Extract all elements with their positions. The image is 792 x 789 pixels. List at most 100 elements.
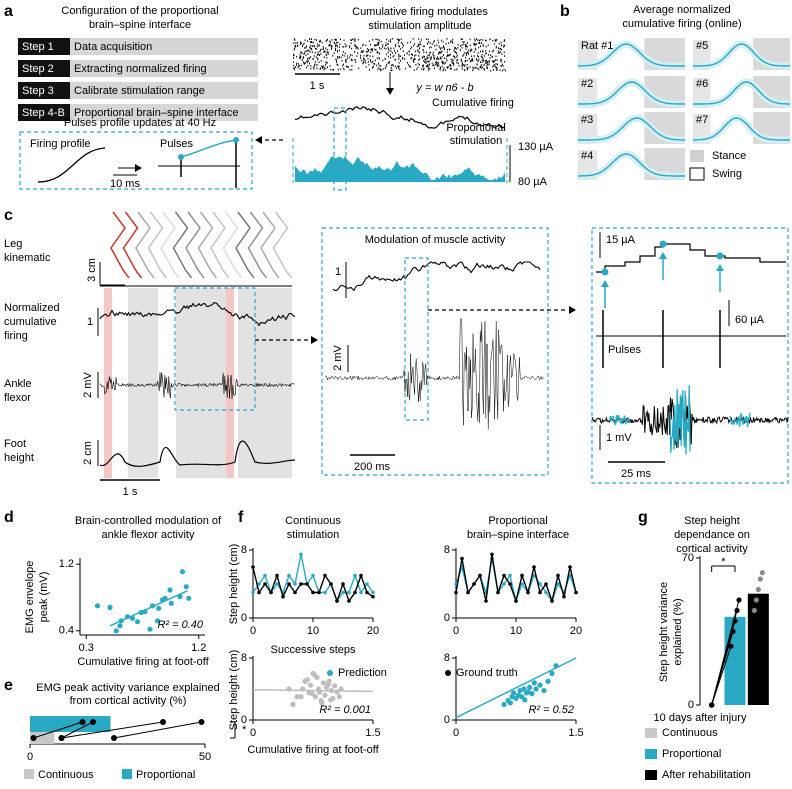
spike [435,48,437,51]
spike [418,38,420,40]
mean-trace [578,81,685,105]
spike [493,69,494,71]
point [304,677,310,683]
point [149,603,156,609]
spike [481,66,483,69]
spike [499,69,501,72]
spike [385,44,387,47]
point [113,628,119,634]
spike [420,43,422,46]
spike [417,45,419,47]
spike [478,39,480,42]
spike [498,42,500,45]
spike [382,44,384,46]
point [269,590,273,595]
point [359,573,363,578]
spike [482,59,484,62]
spike [322,65,324,67]
spike [461,68,463,70]
spike [432,53,434,56]
spike [296,62,298,65]
label: Leg [4,238,22,250]
point [94,603,101,609]
spike [477,67,479,70]
arrow-head [601,280,609,287]
spike [433,64,435,66]
spike [318,61,320,63]
point [179,569,186,575]
point [532,565,536,569]
spike [473,51,475,53]
spike [447,54,449,56]
spike [404,54,405,57]
label: Normalized [4,302,60,314]
point [353,590,357,595]
spike [314,51,316,54]
spike [351,65,353,67]
y-axis-label: Step height variance [658,582,670,682]
spike [456,56,458,58]
spike [454,51,456,53]
spike [316,39,317,41]
spike [361,51,363,53]
label: Ankle [4,378,32,390]
spike [478,58,480,61]
spike [457,62,459,64]
spike [351,54,353,57]
spike [427,60,429,63]
chart-title: Continuous [285,515,341,527]
spike [460,49,461,51]
point [299,552,303,557]
spike [501,63,503,66]
spike [352,38,354,40]
spike [441,39,442,42]
x-tick-label: 0 [250,625,256,637]
spike [389,57,391,59]
step-badge [18,60,70,77]
stick [210,211,230,279]
spike [372,65,374,68]
spike [307,53,309,55]
spike [450,68,452,70]
point [478,573,482,578]
spike [355,61,357,63]
spike [349,45,351,47]
chart-title: ankle flexor activity [102,529,195,541]
spike [422,64,424,67]
spike [423,45,425,48]
point [574,590,578,595]
spike [314,38,316,41]
dashed-box [591,227,789,484]
spike [350,58,352,61]
legend-swatch [689,167,705,181]
spike [377,51,379,53]
spike [421,68,423,70]
point [186,595,192,601]
spike [334,38,336,41]
spike [410,47,412,50]
spike [324,51,326,53]
spike [439,56,441,59]
point [311,590,315,595]
spike [490,54,492,56]
spike [377,42,379,44]
spike [448,54,450,56]
spike [491,56,493,58]
spike [505,69,506,72]
spike [477,60,479,62]
spike [484,68,485,71]
spike [371,48,373,50]
spike [495,69,497,71]
spike [450,53,452,56]
dashed-box [321,227,549,476]
spike [353,39,355,41]
spike [453,49,455,52]
spike [420,39,422,41]
spike [424,55,425,58]
spike [467,51,469,54]
sigmoid [37,147,106,183]
spike [441,61,443,64]
spike [361,49,363,52]
spike [448,42,450,44]
spike [320,60,322,62]
